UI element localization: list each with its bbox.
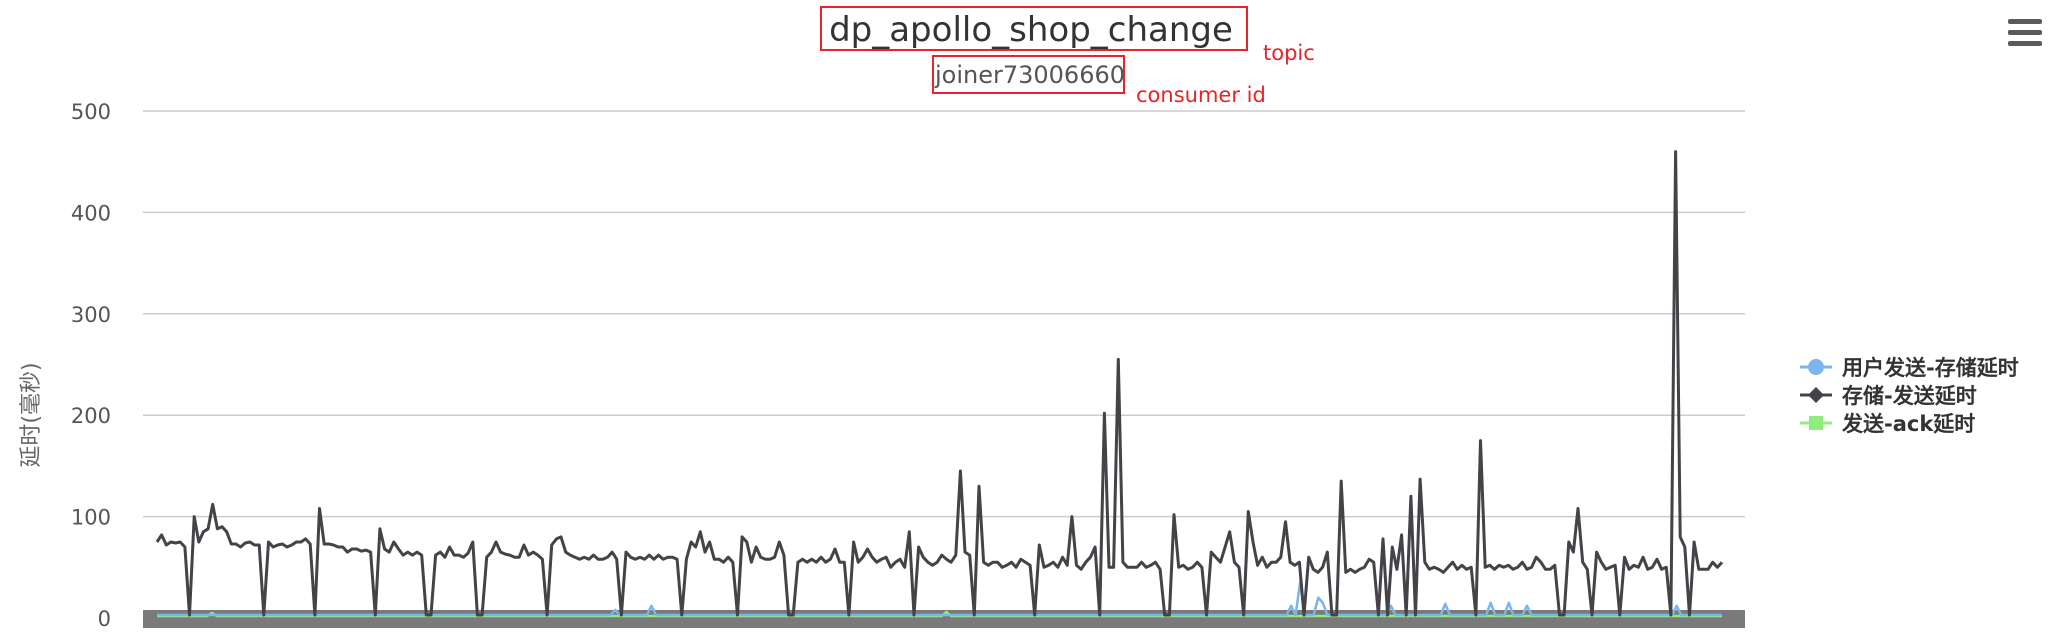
y-axis-label: 延时(毫秒)	[19, 362, 44, 467]
y-tick-label: 0	[98, 607, 111, 631]
legend-label: 存储-发送延时	[1842, 384, 1977, 408]
y-tick-label: 500	[71, 100, 111, 124]
hamburger-menu-icon[interactable]	[2005, 15, 2045, 49]
legend-label: 发送-ack延时	[1841, 412, 1975, 436]
title-highlight-box	[820, 6, 1248, 51]
series-line-0[interactable]	[157, 581, 1722, 617]
topic-annotation: topic	[1263, 41, 1315, 65]
legend-item-2[interactable]: 发送-ack延时	[1800, 412, 1975, 436]
y-axis-ticks: 0 100 200 300 400 500	[71, 100, 111, 631]
series-line-1[interactable]	[155, 150, 1724, 617]
chart-subtitle: joiner73006660	[934, 61, 1125, 89]
y-tick-label: 200	[71, 404, 111, 428]
circle-marker-icon	[1808, 359, 1824, 375]
legend-item-1[interactable]: 存储-发送延时	[1800, 384, 1977, 408]
legend-item-0[interactable]: 用户发送-存储延时	[1800, 356, 2019, 380]
square-marker-icon	[1809, 416, 1823, 430]
diamond-marker-icon	[1808, 387, 1824, 403]
y-tick-label: 100	[71, 506, 111, 530]
y-tick-label: 300	[71, 303, 111, 327]
legend-label: 用户发送-存储延时	[1842, 356, 2019, 380]
series-layer	[155, 150, 1724, 618]
y-tick-label: 400	[71, 201, 111, 225]
subtitle-highlight-box	[932, 55, 1125, 94]
chart-title: dp_apollo_shop_change	[829, 10, 1233, 50]
consumer-annotation: consumer id	[1136, 83, 1266, 107]
